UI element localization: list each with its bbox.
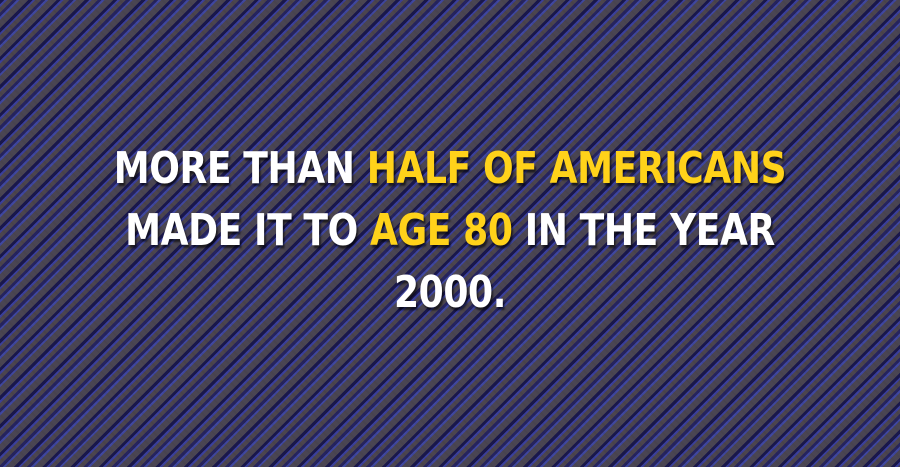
fact-text: MORE THAN HALF OF AMERICANS MADE IT TO A… bbox=[81, 138, 819, 324]
fact-line-2: MADE IT TO AGE 80 IN THE YEAR bbox=[81, 200, 819, 262]
fact-text-plain: IN THE YEAR bbox=[512, 205, 776, 256]
fact-highlight: HALF OF AMERICANS bbox=[366, 143, 787, 194]
fact-text-plain: 2000. bbox=[393, 267, 507, 318]
fact-line-1: MORE THAN HALF OF AMERICANS bbox=[81, 138, 819, 200]
fact-highlight: AGE 80 bbox=[370, 205, 513, 256]
fact-text-plain: MADE IT TO bbox=[125, 205, 371, 256]
fact-line-3: 2000. bbox=[81, 262, 819, 324]
fact-text-plain: MORE THAN bbox=[113, 143, 367, 194]
